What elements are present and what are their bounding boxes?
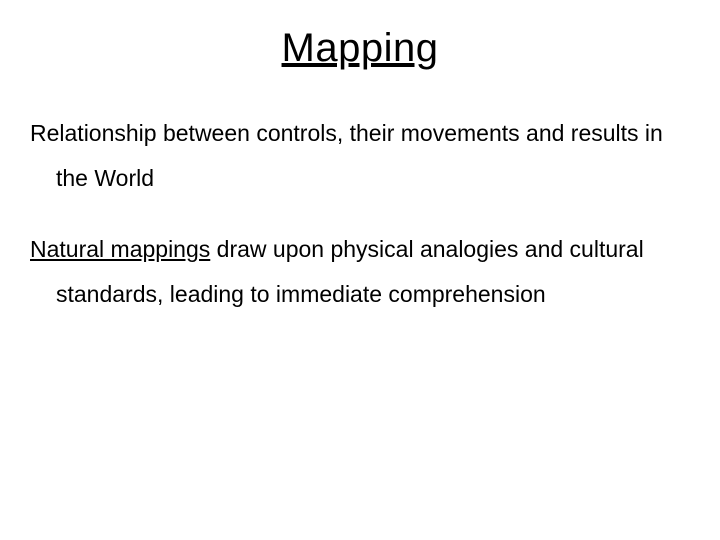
paragraph-definition: Relationship between controls, their mov…: [30, 111, 690, 201]
slide: Mapping Relationship between controls, t…: [0, 0, 720, 540]
paragraph-natural-mappings-text: Natural mappings draw upon physical anal…: [30, 227, 690, 317]
natural-mappings-underlined: Natural mappings: [30, 236, 210, 262]
paragraph-natural-mappings: Natural mappings draw upon physical anal…: [30, 227, 690, 317]
slide-title: Mapping: [30, 26, 690, 71]
paragraph-definition-text: Relationship between controls, their mov…: [30, 111, 690, 201]
